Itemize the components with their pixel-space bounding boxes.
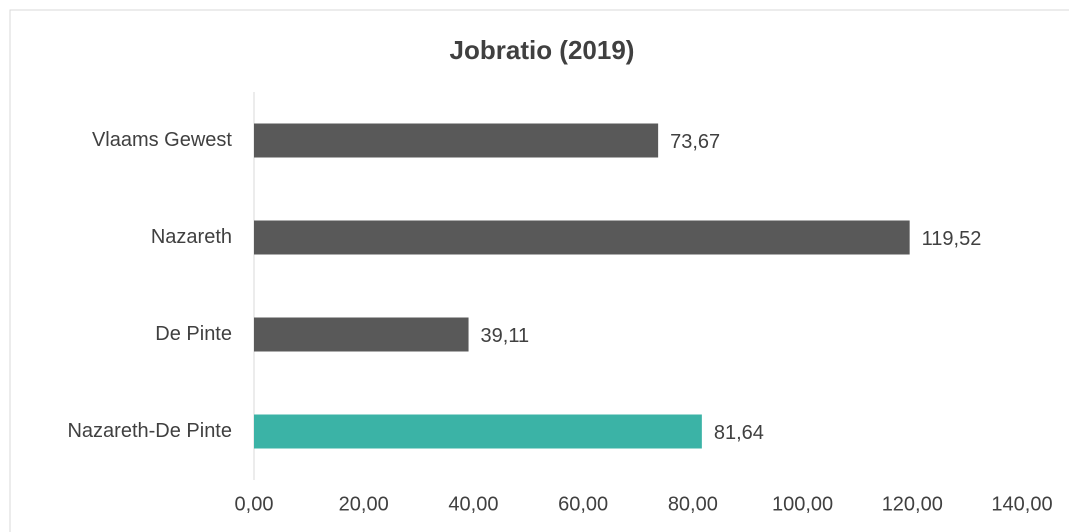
x-tick-label: 80,00 (668, 493, 718, 515)
y-tick-label: Nazareth (151, 226, 232, 248)
bar (254, 220, 910, 255)
bar (254, 317, 469, 352)
y-tick-label: Vlaams Gewest (92, 129, 232, 151)
data-label: 119,52 (922, 228, 982, 250)
y-tick-label: Nazareth-De Pinte (67, 420, 232, 442)
y-tick-label: De Pinte (155, 323, 232, 345)
x-tick-label: 100,00 (772, 493, 833, 515)
bar (254, 123, 659, 158)
x-tick-label: 140,00 (991, 493, 1052, 515)
data-label: 39,11 (481, 325, 530, 347)
x-tick-label: 40,00 (448, 493, 498, 515)
x-tick-label: 60,00 (558, 493, 608, 515)
bar (254, 414, 702, 449)
x-tick-label: 20,00 (339, 493, 389, 515)
x-tick-label: 120,00 (882, 493, 943, 515)
data-label: 81,64 (714, 422, 764, 444)
chart-frame (9, 9, 1069, 532)
chart-title: Jobratio (2019) (450, 35, 635, 65)
data-label: 73,67 (670, 131, 720, 153)
x-tick-label: 0,00 (235, 493, 274, 515)
